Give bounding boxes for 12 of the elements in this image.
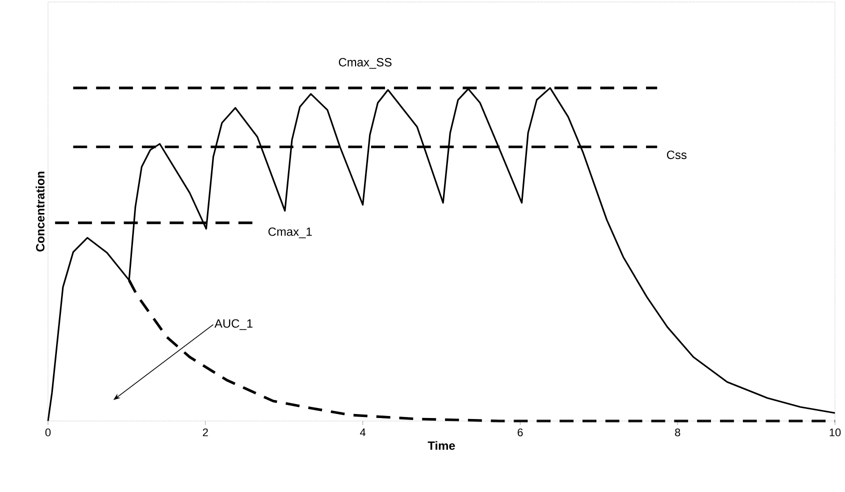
y-axis-title: Concentration: [36, 172, 44, 252]
series-label: Cmax_SS: [338, 58, 392, 69]
x-tick-label: 10: [830, 428, 841, 436]
x-axis-title: Time: [428, 441, 455, 450]
series-label: Cmax_1: [268, 227, 312, 238]
x-tick-label: 8: [675, 428, 680, 436]
x-tick-label: 6: [518, 428, 523, 436]
x-tick-label: 2: [202, 428, 208, 436]
series-label: Css: [666, 150, 687, 160]
x-tick-label: 0: [45, 428, 51, 436]
annotation: AUC_1: [214, 319, 252, 330]
x-tick-label: 4: [360, 428, 366, 436]
